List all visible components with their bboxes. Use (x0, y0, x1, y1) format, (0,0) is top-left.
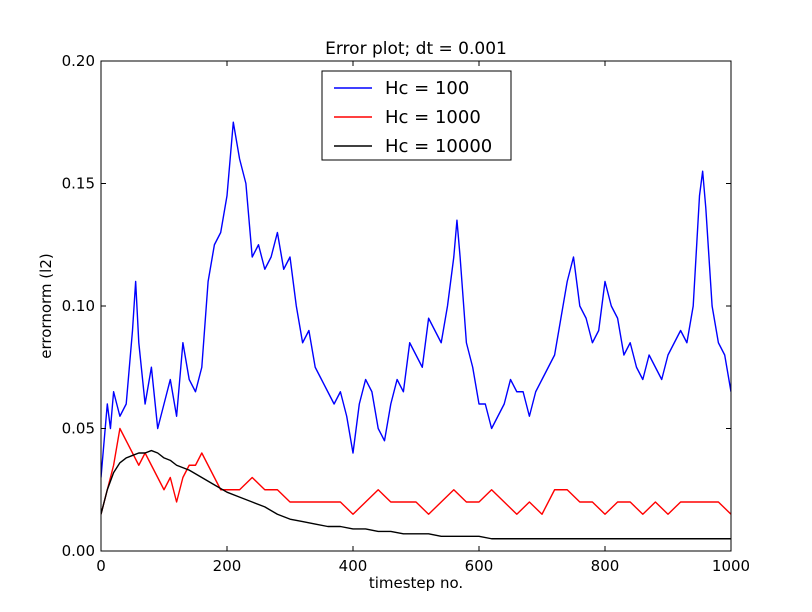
x-tick-label: 200 (213, 557, 242, 575)
series-line-3 (101, 449, 731, 540)
legend-label-2: Hc = 1000 (385, 107, 481, 128)
legend-box (321, 70, 512, 161)
legend-label-1: Hc = 100 (385, 78, 469, 99)
chart-title: Error plot; dt = 0.001 (325, 39, 507, 59)
x-tick-label: 1000 (712, 557, 750, 575)
series-line-2 (101, 427, 731, 515)
y-tick-label: 0.20 (62, 52, 95, 70)
x-axis-label: timestep no. (369, 574, 463, 592)
series-layer (101, 121, 731, 540)
y-axis-label: errornorm (l2) (37, 253, 55, 358)
series-line-1 (101, 121, 731, 478)
x-tick-label: 800 (591, 557, 620, 575)
y-tick-label: 0.05 (62, 420, 95, 438)
y-tick-label: 0.00 (62, 542, 95, 560)
x-tick-label: 400 (339, 557, 368, 575)
legend-label-3: Hc = 10000 (385, 136, 492, 157)
plot-frame (100, 60, 732, 552)
legend: Hc = 100 Hc = 1000 Hc = 10000 (321, 70, 512, 161)
y-tick-label: 0.15 (62, 175, 95, 193)
x-tick-label: 0 (96, 557, 106, 575)
ticks-layer: 0 200 400 600 800 1000 0.00 0.05 0.10 0.15 0.20 (62, 52, 751, 575)
y-tick-label: 0.10 (62, 297, 95, 315)
x-tick-label: 600 (465, 557, 494, 575)
